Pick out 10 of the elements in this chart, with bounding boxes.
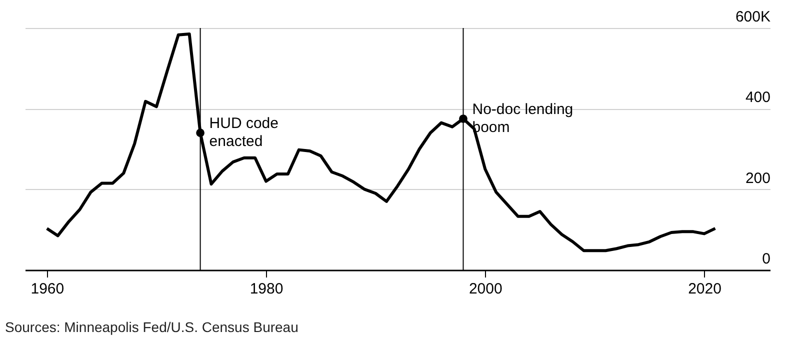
annotation: HUD code enacted	[209, 114, 278, 150]
y-tick-label: 400	[745, 89, 770, 106]
y-tick-label: 0	[762, 250, 770, 268]
x-tick-label: 1980	[250, 280, 284, 298]
x-tick-label: 1960	[30, 280, 64, 298]
y-tick-label: 600K	[735, 8, 770, 26]
source-note: Sources: Minneapolis Fed/U.S. Census Bureau	[5, 319, 298, 335]
x-tick-label: 2000	[468, 280, 502, 298]
x-tick-label: 2020	[688, 280, 722, 298]
y-tick-label: 200	[745, 170, 770, 187]
